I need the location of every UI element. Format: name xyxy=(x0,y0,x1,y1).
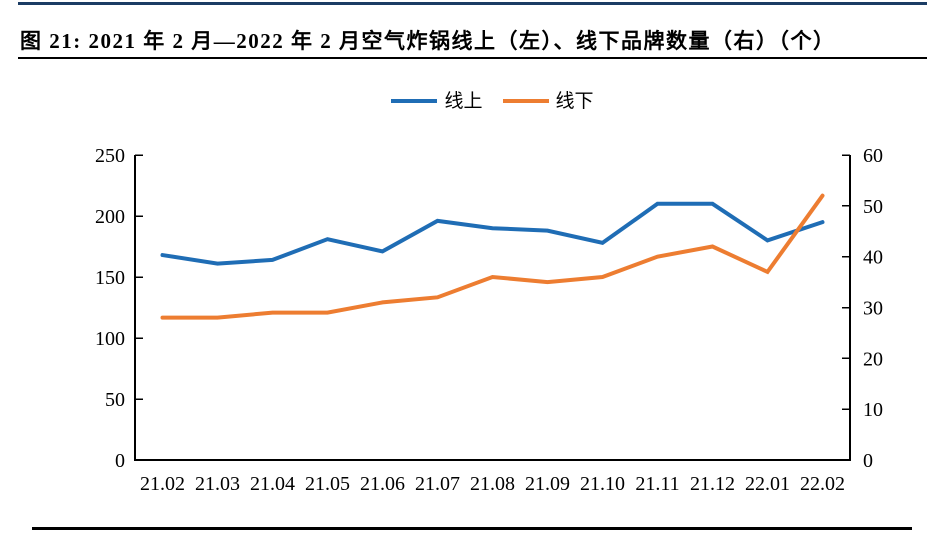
x-axis-label: 21.08 xyxy=(470,473,515,495)
x-axis-label: 21.05 xyxy=(305,473,350,495)
left-axis-label: 200 xyxy=(95,206,125,228)
x-axis-label: 22.01 xyxy=(745,473,790,495)
left-axis-label: 50 xyxy=(105,389,125,411)
legend-label: 线上 xyxy=(444,90,483,112)
top-accent-rule xyxy=(18,2,927,5)
right-axis-label: 0 xyxy=(863,450,873,472)
left-axis-label: 250 xyxy=(95,145,125,167)
legend-label: 线下 xyxy=(555,90,594,112)
bottom-rule xyxy=(32,527,912,530)
series-line-0 xyxy=(160,201,825,266)
right-axis-label: 20 xyxy=(863,348,883,370)
left-axis-label: 0 xyxy=(115,450,125,472)
series-line-1 xyxy=(160,193,825,320)
legend-item: 线下 xyxy=(502,90,594,112)
right-axis-label: 30 xyxy=(863,298,883,320)
figure-title: 图 21: 2021 年 2 月—2022 年 2 月空气炸锅线上（左）、线下品… xyxy=(20,29,836,53)
legend-line-swatch xyxy=(502,99,549,103)
axis-spines xyxy=(134,155,851,461)
x-axis-label: 22.02 xyxy=(800,473,845,495)
title-underline-rule xyxy=(18,57,927,59)
x-axis-label: 21.02 xyxy=(140,473,185,495)
x-axis-label: 21.04 xyxy=(250,473,295,495)
left-axis-label: 150 xyxy=(95,267,125,289)
right-axis-label: 50 xyxy=(863,196,883,218)
x-axis-label: 21.06 xyxy=(360,473,405,495)
x-axis-label: 21.03 xyxy=(195,473,240,495)
legend-item: 线上 xyxy=(391,90,483,112)
right-axis-label: 40 xyxy=(863,247,883,269)
chart-legend: 线上 线下 xyxy=(135,90,850,112)
x-axis-label: 21.07 xyxy=(415,473,460,495)
x-axis-label: 21.12 xyxy=(690,473,735,495)
x-axis-label: 21.11 xyxy=(635,473,679,495)
x-axis-label: 21.09 xyxy=(525,473,570,495)
x-axis-label: 21.10 xyxy=(580,473,625,495)
right-axis-label: 10 xyxy=(863,399,883,421)
left-axis-label: 100 xyxy=(95,328,125,350)
right-axis-label: 60 xyxy=(863,145,883,167)
legend-line-swatch xyxy=(391,99,438,103)
